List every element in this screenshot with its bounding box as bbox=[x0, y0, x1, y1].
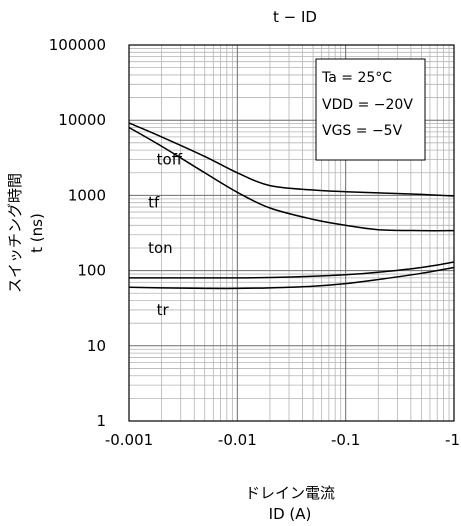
series-line-toff bbox=[128, 122, 455, 197]
grid-minor bbox=[129, 45, 454, 421]
y-axis-label-line2: t (ns) bbox=[28, 213, 46, 253]
y-tick-label: 1 bbox=[96, 412, 106, 430]
x-axis-label-line2: ID (A) bbox=[269, 505, 312, 523]
x-tick-label: -0.001 bbox=[105, 431, 153, 449]
y-axis-label-2: t (ns) bbox=[28, 213, 46, 253]
y-axis-label: スイッチング時間 bbox=[6, 173, 24, 293]
x-axis-label-line1: ドレイン電流 bbox=[245, 484, 335, 502]
series-label-ton: ton bbox=[148, 239, 173, 257]
y-axis-label-line1: スイッチング時間 bbox=[6, 173, 24, 293]
series-label-tr: tr bbox=[157, 301, 170, 319]
series-label-layer: toff tf ton tr bbox=[148, 151, 183, 319]
conditions-box: Ta = 25°C VDD = −20V VGS = −5V bbox=[315, 58, 426, 161]
series-label-tf: tf bbox=[148, 194, 160, 212]
y-tick-labels: 1 10 100 1000 10000 100000 bbox=[49, 36, 106, 430]
plot-frame bbox=[128, 44, 455, 422]
series-line-tr bbox=[128, 266, 455, 290]
series-line-ton bbox=[128, 261, 455, 279]
series-layer bbox=[128, 122, 455, 290]
y-tick-label: 10 bbox=[87, 337, 106, 355]
series-line-tf bbox=[128, 126, 455, 232]
condition-vgs: VGS = −5V bbox=[322, 123, 403, 139]
x-tick-label: -0.01 bbox=[218, 431, 257, 449]
y-tick-label: 100 bbox=[77, 262, 106, 280]
x-tick-label: -1 bbox=[445, 431, 460, 449]
series-label-toff: toff bbox=[157, 151, 183, 169]
x-tick-labels: -0.001 -0.01 -0.1 -1 bbox=[105, 431, 460, 449]
y-tick-label: 10000 bbox=[58, 111, 106, 129]
chart-title: t − ID bbox=[273, 8, 317, 26]
condition-vdd: VDD = −20V bbox=[322, 97, 413, 113]
x-tick-label: -0.1 bbox=[331, 431, 360, 449]
y-tick-label: 100000 bbox=[49, 36, 106, 54]
y-tick-label: 1000 bbox=[68, 186, 106, 204]
condition-ta: Ta = 25°C bbox=[321, 70, 392, 86]
